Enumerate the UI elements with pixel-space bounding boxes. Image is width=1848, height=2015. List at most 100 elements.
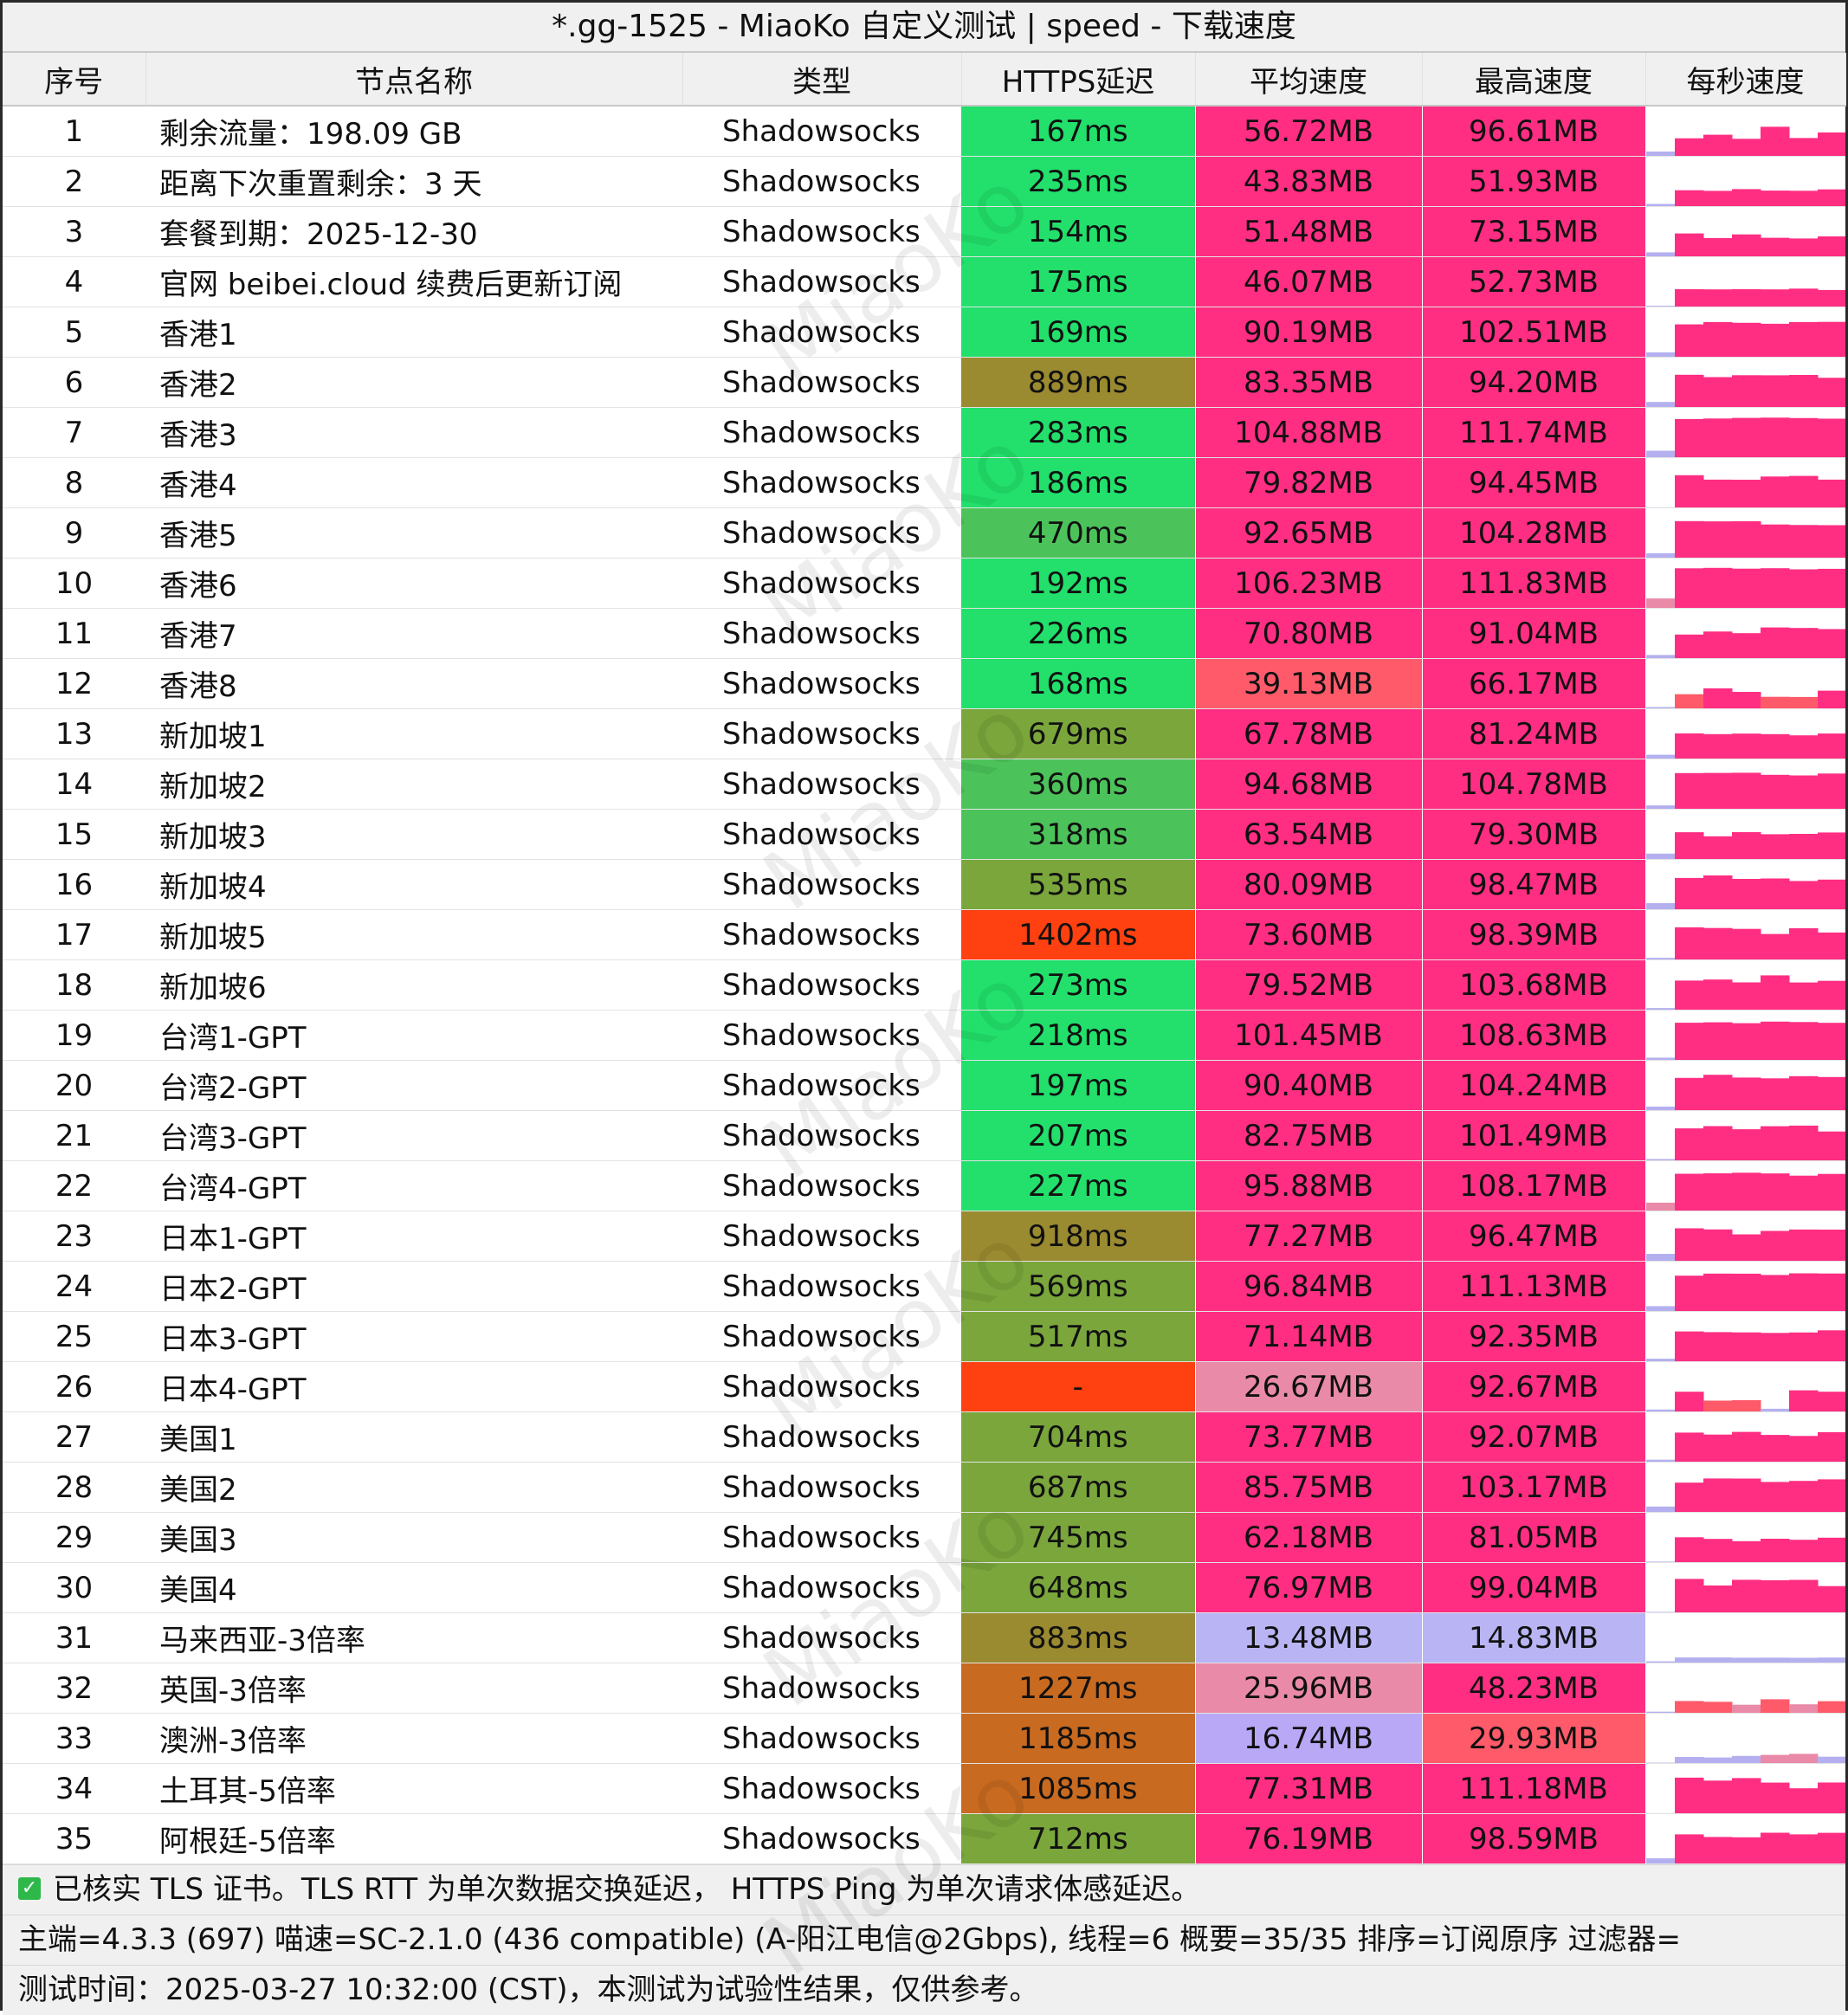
row-avg-speed: 104.88MB xyxy=(1195,408,1422,458)
row-avg-speed: 13.48MB xyxy=(1195,1613,1422,1663)
col-header-avg-speed[interactable]: 平均速度 xyxy=(1195,53,1422,106)
sparkline-bar xyxy=(1818,1657,1846,1663)
sparkline-bar xyxy=(1789,418,1819,457)
col-header-latency[interactable]: HTTPS延迟 xyxy=(961,53,1195,106)
col-header-index[interactable]: 序号 xyxy=(3,53,145,106)
row-latency: 712ms xyxy=(961,1814,1195,1864)
sparkline-bar xyxy=(1732,1541,1761,1562)
row-latency: 687ms xyxy=(961,1463,1195,1513)
row-type: Shadowsocks xyxy=(682,106,961,157)
row-avg-speed: 80.09MB xyxy=(1195,860,1422,910)
sparkline-bar xyxy=(1675,878,1704,909)
sparkline-bar xyxy=(1789,983,1819,1010)
row-avg-speed: 83.35MB xyxy=(1195,358,1422,408)
sparkline-bar xyxy=(1789,776,1819,810)
sparkline-bar xyxy=(1646,1107,1676,1110)
sparkline-bar xyxy=(1703,928,1733,959)
sparkline-bar xyxy=(1675,1482,1704,1512)
row-index: 3 xyxy=(3,207,145,257)
row-per-second-sparkline xyxy=(1645,307,1845,358)
row-avg-speed: 71.14MB xyxy=(1195,1312,1422,1362)
row-index: 6 xyxy=(3,358,145,408)
col-header-name[interactable]: 节点名称 xyxy=(145,53,682,106)
row-max-speed: 79.30MB xyxy=(1422,810,1645,860)
sparkline-bar xyxy=(1703,480,1733,507)
sparkline-bar xyxy=(1789,1274,1819,1312)
sparkline-bar xyxy=(1675,1229,1704,1262)
row-type: Shadowsocks xyxy=(682,810,961,860)
sparkline-bar xyxy=(1789,570,1819,609)
row-index: 35 xyxy=(3,1814,145,1864)
sparkline-bar xyxy=(1646,1254,1676,1261)
row-index: 22 xyxy=(3,1161,145,1211)
row-node-name: 日本1-GPT xyxy=(145,1211,682,1262)
row-node-name: 日本2-GPT xyxy=(145,1262,682,1312)
row-node-name: 美国3 xyxy=(145,1513,682,1563)
row-latency: 470ms xyxy=(961,508,1195,559)
sparkline-bar xyxy=(1675,234,1704,256)
col-header-max-speed[interactable]: 最高速度 xyxy=(1422,53,1645,106)
sparkline-bar xyxy=(1675,980,1704,1010)
sparkline-bar xyxy=(1761,697,1790,708)
sparkline-bar xyxy=(1646,903,1676,909)
row-index: 12 xyxy=(3,659,145,709)
sparkline-bar xyxy=(1789,1126,1819,1160)
row-node-name: 台湾1-GPT xyxy=(145,1011,682,1061)
col-header-per-second[interactable]: 每秒速度 xyxy=(1645,53,1845,106)
row-type: Shadowsocks xyxy=(682,860,961,910)
sparkline-bar xyxy=(1761,1657,1790,1663)
sparkline-bar xyxy=(1761,238,1790,256)
sparkline-bar xyxy=(1789,1834,1819,1863)
row-avg-speed: 85.75MB xyxy=(1195,1463,1422,1513)
row-avg-speed: 76.97MB xyxy=(1195,1563,1422,1613)
sparkline-chart xyxy=(1646,1161,1846,1211)
row-index: 16 xyxy=(3,860,145,910)
row-node-name: 台湾2-GPT xyxy=(145,1061,682,1111)
row-latency: 535ms xyxy=(961,860,1195,910)
sparkline-bar xyxy=(1818,733,1846,759)
window-title: *.gg-1525 - MiaoKo 自定义测试 | speed - 下载速度 xyxy=(3,3,1845,53)
row-type: Shadowsocks xyxy=(682,1111,961,1161)
row-max-speed: 101.49MB xyxy=(1422,1111,1645,1161)
row-max-speed: 29.93MB xyxy=(1422,1714,1645,1764)
col-header-type[interactable]: 类型 xyxy=(682,53,961,106)
row-avg-speed: 92.65MB xyxy=(1195,508,1422,559)
sparkline-bar xyxy=(1818,1392,1846,1411)
sparkline-bar xyxy=(1703,875,1733,909)
